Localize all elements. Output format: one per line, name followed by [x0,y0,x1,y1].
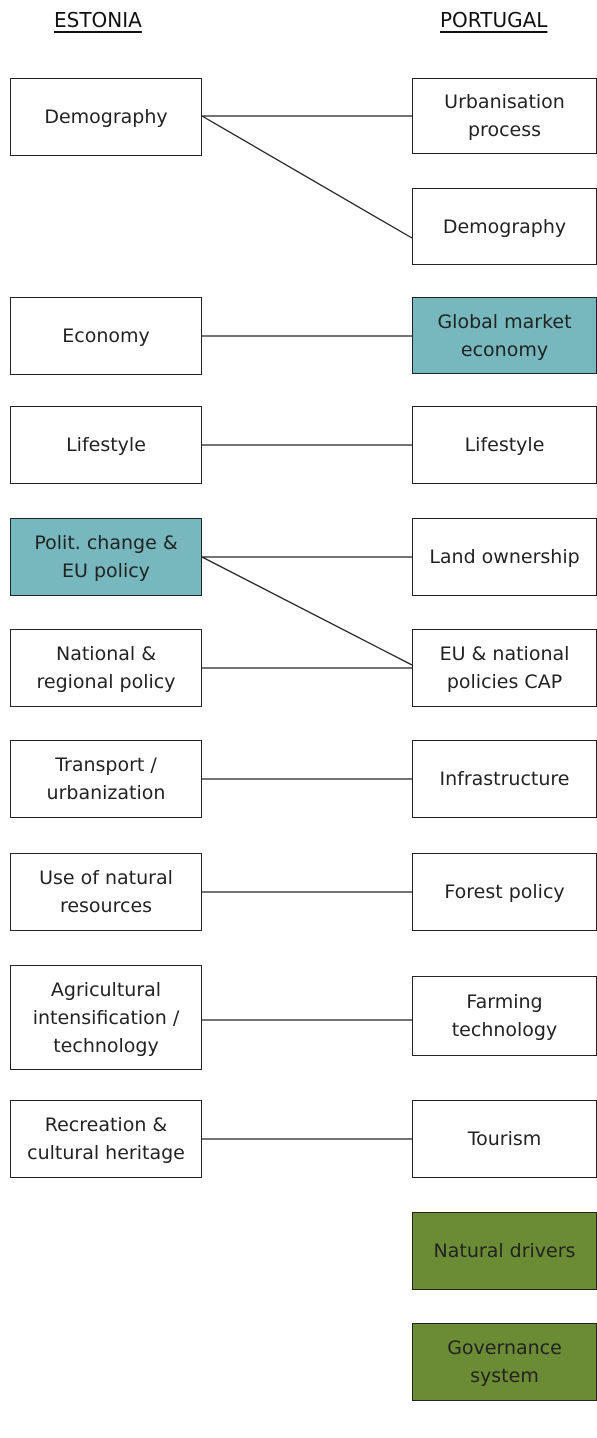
node-label: EU & national [439,643,570,665]
node-label: Economy [62,325,150,347]
node-label: National & [55,643,157,665]
node-label: Natural drivers [433,1240,576,1262]
node: Demography [10,78,202,156]
node: Demography [412,188,597,265]
node-label: urbanization [46,782,166,804]
node: EU & national policies CAP [412,629,597,707]
node: Polit. change & EU policy [10,518,202,596]
node-label: Demography [44,106,168,128]
connector [201,556,413,666]
node-label: cultural heritage [27,1142,185,1164]
node-label: system [470,1365,539,1387]
node-label: Polit. change & [34,532,178,554]
node-label: Urbanisation [444,91,565,113]
node-label: Agricultural [50,978,162,1001]
node: National & regional policy [10,629,202,707]
connector [201,115,413,239]
node-label: regional policy [36,671,176,693]
node: Tourism [412,1100,597,1178]
node: Farming technology [412,976,597,1056]
node: Infrastructure [412,740,597,818]
node: Agricultural intensification / technology [10,965,202,1070]
node: Governance system [412,1323,597,1401]
node: Use of natural resources [10,853,202,931]
node: Urbanisation process [412,78,597,154]
node-label: Transport / [55,754,157,776]
node-label: Governance [447,1337,562,1359]
node-label: technology [451,1019,558,1041]
node-label: Infrastructure [439,768,570,790]
node-label: Recreation & [44,1114,168,1136]
column-header: ESTONIA [54,8,142,32]
node-label: intensification / [32,1006,180,1029]
node-label: Lifestyle [66,434,146,456]
node-label: Tourism [467,1128,542,1150]
node-label: Global market [437,310,572,333]
node-label: resources [59,895,153,917]
node: Transport / urbanization [10,740,202,818]
node-label: policies CAP [446,671,563,693]
node-label: Farming [466,991,543,1013]
node-label: economy [460,338,549,361]
node: Forest policy [412,853,597,931]
node-label: EU policy [62,560,150,582]
node-label: Lifestyle [464,434,545,456]
node-label: technology [53,1034,159,1057]
node-label: Use of natural [39,867,173,889]
node: Land ownership [412,518,597,596]
node-label: Demography [442,215,567,238]
node: Economy [10,297,202,375]
node: Recreation & cultural heritage [10,1100,202,1178]
node: Lifestyle [412,406,597,484]
node-label: Land ownership [429,546,580,568]
node-label: process [467,119,541,141]
node-label: Forest policy [444,881,565,903]
node: Lifestyle [10,406,202,484]
column-header: PORTUGAL [440,8,548,32]
node: Natural drivers [412,1212,597,1290]
node: Global market economy [412,297,597,374]
